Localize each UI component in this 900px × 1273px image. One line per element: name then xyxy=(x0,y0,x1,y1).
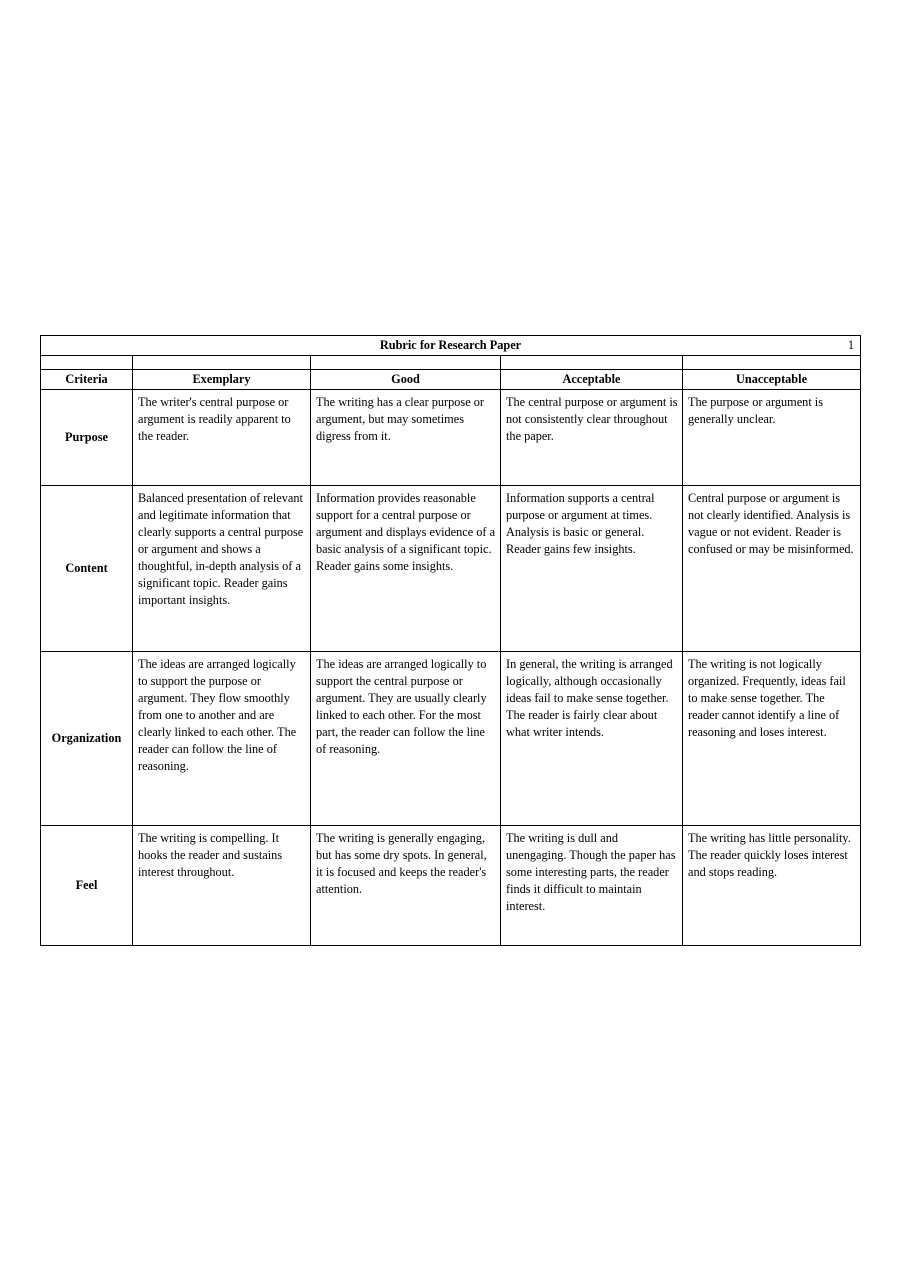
spacer-cell xyxy=(501,355,683,369)
column-header-exemplary: Exemplary xyxy=(133,369,311,389)
table-title-cell: Rubric for Research Paper 1 xyxy=(41,336,861,356)
table-row: Organization The ideas are arranged logi… xyxy=(41,651,861,825)
column-header-acceptable: Acceptable xyxy=(501,369,683,389)
cell-good: The writing has a clear purpose or argum… xyxy=(311,389,501,485)
spacer-row xyxy=(41,355,861,369)
table-row: Feel The writing is compelling. It hooks… xyxy=(41,825,861,945)
cell-unacceptable: The writing is not logically organized. … xyxy=(683,651,861,825)
cell-good: Information provides reasonable support … xyxy=(311,485,501,651)
cell-exemplary: The writing is compelling. It hooks the … xyxy=(133,825,311,945)
cell-acceptable: The central purpose or argument is not c… xyxy=(501,389,683,485)
rubric-page: Rubric for Research Paper 1 Criteria Exe… xyxy=(40,335,860,946)
criteria-label: Feel xyxy=(41,825,133,945)
header-row: Criteria Exemplary Good Acceptable Unacc… xyxy=(41,369,861,389)
cell-acceptable: In general, the writing is arranged logi… xyxy=(501,651,683,825)
rubric-table: Rubric for Research Paper 1 Criteria Exe… xyxy=(40,335,861,946)
cell-good: The writing is generally engaging, but h… xyxy=(311,825,501,945)
cell-unacceptable: Central purpose or argument is not clear… xyxy=(683,485,861,651)
spacer-cell xyxy=(41,355,133,369)
criteria-label: Purpose xyxy=(41,389,133,485)
cell-exemplary: The ideas are arranged logically to supp… xyxy=(133,651,311,825)
cell-unacceptable: The purpose or argument is generally unc… xyxy=(683,389,861,485)
spacer-cell xyxy=(683,355,861,369)
table-row: Content Balanced presentation of relevan… xyxy=(41,485,861,651)
cell-exemplary: The writer's central purpose or argument… xyxy=(133,389,311,485)
criteria-label: Organization xyxy=(41,651,133,825)
column-header-criteria: Criteria xyxy=(41,369,133,389)
cell-acceptable: Information supports a central purpose o… xyxy=(501,485,683,651)
cell-good: The ideas are arranged logically to supp… xyxy=(311,651,501,825)
cell-exemplary: Balanced presentation of relevant and le… xyxy=(133,485,311,651)
spacer-cell xyxy=(311,355,501,369)
spacer-cell xyxy=(133,355,311,369)
cell-acceptable: The writing is dull and unengaging. Thou… xyxy=(501,825,683,945)
page-number: 1 xyxy=(848,337,854,354)
column-header-good: Good xyxy=(311,369,501,389)
column-header-unacceptable: Unacceptable xyxy=(683,369,861,389)
title-row: Rubric for Research Paper 1 xyxy=(41,336,861,356)
cell-unacceptable: The writing has little personality. The … xyxy=(683,825,861,945)
table-title: Rubric for Research Paper xyxy=(380,338,521,352)
table-row: Purpose The writer's central purpose or … xyxy=(41,389,861,485)
criteria-label: Content xyxy=(41,485,133,651)
